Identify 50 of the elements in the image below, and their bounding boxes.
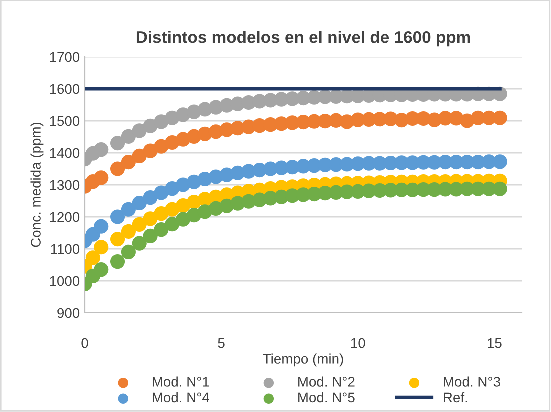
legend-label: Mod. N°1 bbox=[152, 376, 210, 387]
y-tick-label: 1300 bbox=[50, 180, 80, 190]
x-tick-label: 15 bbox=[488, 338, 502, 348]
point bbox=[94, 142, 109, 158]
point bbox=[94, 219, 109, 234]
chart-title: Distintos modelos en el nivel de 1600 ppm bbox=[136, 31, 470, 47]
point bbox=[110, 136, 126, 151]
point bbox=[121, 202, 136, 217]
point bbox=[132, 236, 147, 251]
point bbox=[154, 222, 169, 238]
point bbox=[94, 240, 109, 255]
point bbox=[110, 232, 126, 247]
point bbox=[121, 224, 136, 240]
point bbox=[492, 182, 508, 196]
point bbox=[492, 154, 508, 170]
y-tick-label: 900 bbox=[58, 308, 80, 318]
point bbox=[492, 110, 508, 126]
point bbox=[94, 170, 109, 186]
y-tick-label: 1500 bbox=[50, 116, 80, 126]
point bbox=[121, 154, 136, 170]
point bbox=[121, 129, 136, 144]
point bbox=[110, 254, 126, 270]
point bbox=[121, 244, 136, 260]
point bbox=[143, 228, 158, 244]
legend-label: Mod. N°4 bbox=[152, 392, 210, 403]
point bbox=[132, 196, 147, 211]
point bbox=[132, 148, 147, 164]
y-tick-label: 1700 bbox=[50, 52, 80, 62]
y-axis-title: Conc. medida (ppm) bbox=[30, 122, 44, 248]
point bbox=[86, 250, 100, 266]
point bbox=[132, 217, 147, 232]
point bbox=[94, 262, 109, 278]
legend-label: Mod. N°2 bbox=[298, 376, 355, 387]
point bbox=[132, 124, 147, 138]
point bbox=[165, 217, 180, 232]
point bbox=[110, 210, 126, 224]
y-tick-label: 1000 bbox=[50, 276, 80, 286]
y-tick-label: 1200 bbox=[50, 212, 80, 222]
x-tick-label: 0 bbox=[82, 338, 88, 348]
point bbox=[143, 212, 158, 226]
legend-label: Mod. N°5 bbox=[298, 392, 355, 403]
x-tick-label: 5 bbox=[218, 338, 225, 348]
x-tick-label: 10 bbox=[351, 338, 366, 348]
y-tick-label: 1100 bbox=[51, 244, 80, 254]
legend-label: Ref. bbox=[444, 392, 468, 403]
legend-label: Mod. N°3 bbox=[444, 376, 500, 387]
y-tick-label: 1400 bbox=[50, 148, 80, 158]
y-tick-label: 1600 bbox=[50, 84, 80, 94]
x-axis-title: Tiempo (min) bbox=[263, 354, 344, 367]
point bbox=[110, 162, 126, 176]
